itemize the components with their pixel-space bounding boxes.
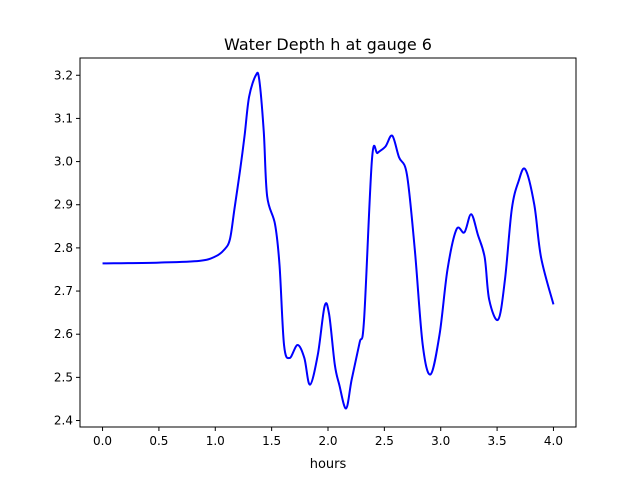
chart-title: Water Depth h at gauge 6: [224, 35, 432, 54]
x-tick-label: 2.0: [318, 434, 337, 448]
y-tick-label: 3.0: [54, 155, 73, 169]
x-tick-label: 0.5: [149, 434, 168, 448]
y-tick-label: 3.1: [54, 111, 73, 125]
x-tick-label: 3.0: [431, 434, 450, 448]
y-tick-label: 2.7: [54, 284, 73, 298]
x-tick-label: 1.0: [206, 434, 225, 448]
x-tick-label: 4.0: [544, 434, 563, 448]
y-tick-label: 2.9: [54, 198, 73, 212]
y-tick-label: 3.2: [54, 68, 73, 82]
plot-frame: [79, 57, 577, 428]
x-tick-label: 3.5: [488, 434, 507, 448]
series-line-h: [102, 71, 555, 410]
y-tick-label: 2.5: [54, 370, 73, 384]
x-tick-label: 1.5: [262, 434, 281, 448]
x-axis-label: hours: [310, 457, 347, 472]
y-tick-label: 2.6: [54, 327, 73, 341]
x-tick-label: 2.5: [375, 434, 394, 448]
y-tick-label: 2.4: [54, 414, 73, 428]
x-tick-label: 0.0: [93, 434, 112, 448]
y-tick-label: 2.8: [54, 241, 73, 255]
